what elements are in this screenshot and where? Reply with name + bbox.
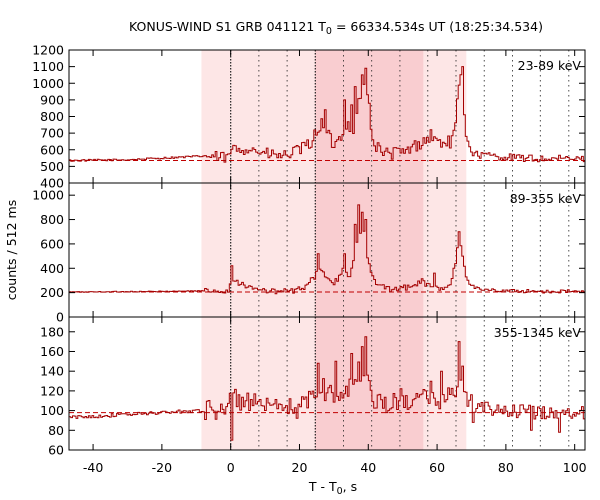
y-tick-label: 100 [40,403,64,418]
y-tick-label: 500 [40,159,64,174]
y-tick-label: 80 [48,423,64,438]
x-ticks: -40 -20 0 20 40 60 80 100 [83,50,587,475]
x-tick-label: 40 [360,460,376,475]
light-curves [69,66,585,441]
energy-band-label: 23-89 keV [518,58,582,73]
light-curve-3 [69,336,585,441]
y-tick-label: 1100 [32,59,64,74]
y-tick-label: 1000 [32,76,64,91]
x-tick-label: -20 [152,460,172,475]
y-tick-label: 160 [40,344,64,359]
energy-band-label: 89-355 keV [510,191,582,206]
x-tick-label: 80 [498,460,514,475]
y-tick-label: 800 [40,109,64,124]
y-tick-label: 180 [40,324,64,339]
y-tick-label: 0 [56,310,64,325]
x-tick-label: 0 [227,460,235,475]
y-tick-label: 900 [40,92,64,107]
y-ticks: 4005006007008009001000110012000200400600… [32,43,585,458]
y-tick-label: 120 [40,383,64,398]
x-tick-label: 60 [429,460,445,475]
energy-band-label: 355-1345 keV [494,325,582,340]
y-tick-label: 600 [40,142,64,157]
shaded-intervals [201,50,467,450]
shaded-interval [314,50,424,450]
x-tick-label: 100 [563,460,587,475]
y-axis-label: counts / 512 ms [4,200,19,300]
x-tick-label: 20 [292,460,308,475]
y-tick-label: 1000 [32,188,64,203]
y-tick-label: 1200 [32,43,64,58]
chart-title: KONUS-WIND S1 GRB 041121 T0 = 66334.534s… [129,19,543,37]
y-tick-label: 140 [40,364,64,379]
y-tick-label: 800 [40,212,64,227]
light-curve-2 [69,204,585,295]
x-axis-label: T - T0, s [308,479,357,497]
y-tick-label: 400 [40,261,64,276]
light-curve-1 [69,66,585,163]
y-tick-label: 60 [48,443,64,458]
y-tick-label: 200 [40,285,64,300]
panel-frame [68,316,586,451]
y-tick-label: 400 [40,176,64,191]
y-tick-label: 700 [40,126,64,141]
energy-band-labels: 23-89 keV 89-355 keV 355-1345 keV [494,58,582,340]
x-tick-label: -40 [83,460,103,475]
background-levels [69,160,585,414]
y-tick-label: 600 [40,236,64,251]
